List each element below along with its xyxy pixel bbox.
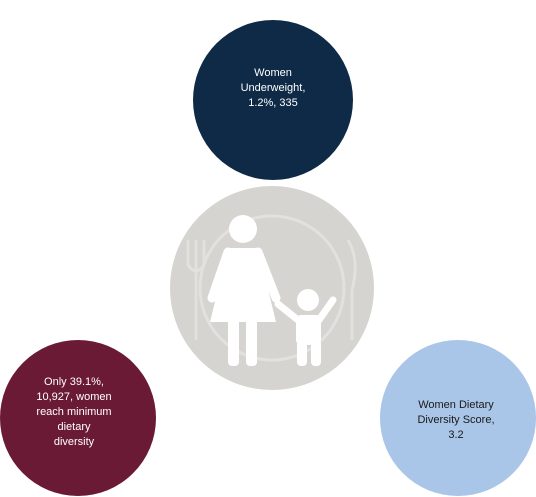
label-line: reach minimum (36, 406, 111, 418)
label-line: 1.2%, 335 (248, 97, 298, 109)
label-line: Women Dietary (418, 399, 494, 411)
label-line: 10,927, women (36, 391, 111, 403)
label-line: Underweight, (241, 82, 306, 94)
label-line: Women (254, 67, 292, 79)
label-line: Diversity Score, (417, 414, 494, 426)
node-label: Only 39.1%, 10,927, women reach minimum die… (36, 376, 111, 448)
label-line: dietary (57, 421, 91, 433)
node-label: Women Dietary Diversity Score, 3.2 (417, 399, 494, 441)
node-circle (380, 340, 536, 496)
label-line: 3.2 (448, 429, 463, 441)
node-label: Women Underweight, 1.2%, 335 (241, 67, 306, 109)
label-line: diversity (54, 436, 95, 448)
label-line: Only 39.1%, (44, 376, 104, 388)
people-icon (207, 215, 337, 366)
node-circle (0, 340, 156, 496)
node-circle (193, 20, 353, 180)
plate-icon (186, 214, 357, 362)
